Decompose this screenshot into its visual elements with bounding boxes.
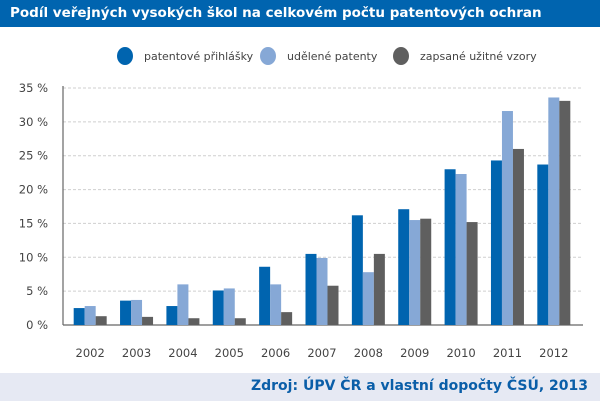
x-tick-label: 2006 — [261, 346, 290, 360]
bar-2010-2 — [466, 222, 478, 325]
bar-2007-2 — [327, 285, 339, 325]
bar-2004-1 — [177, 284, 189, 325]
x-tick-label: 2011 — [493, 346, 522, 360]
bar-2011-2 — [512, 148, 524, 325]
chart-title: Podíl veřejných vysokých škol na celkové… — [10, 5, 542, 21]
bar-2005-1 — [223, 288, 235, 325]
bar-2011-0 — [490, 160, 502, 325]
bar-2010-0 — [444, 169, 456, 325]
legend-marker — [393, 47, 409, 65]
x-tick-label: 2007 — [307, 346, 336, 360]
bar-2004-2 — [188, 318, 200, 325]
bar-2012-1 — [548, 97, 560, 325]
y-tick-label: 15 % — [19, 216, 48, 230]
bar-2006-2 — [281, 312, 293, 325]
x-tick-label: 2010 — [446, 346, 475, 360]
x-tick-label: 2009 — [400, 346, 429, 360]
x-tick-label: 2012 — [539, 346, 568, 360]
source-note: Zdroj: ÚPV ČR a vlastní dopočty ČSÚ, 201… — [250, 378, 588, 394]
legend-label: udělené patenty — [287, 50, 378, 63]
y-tick-label: 30 % — [19, 115, 48, 129]
y-tick-label: 35 % — [19, 81, 48, 95]
bar-2005-0 — [212, 290, 224, 325]
x-tick-label: 2005 — [215, 346, 244, 360]
legend-marker — [260, 47, 276, 65]
bar-2010-1 — [455, 173, 467, 325]
y-tick-label: 5 % — [26, 284, 48, 298]
y-tick-label: 20 % — [19, 183, 48, 197]
bar-2002-1 — [84, 306, 96, 325]
bar-2003-2 — [142, 316, 154, 325]
x-tick-label: 2008 — [354, 346, 383, 360]
bar-2006-0 — [259, 266, 271, 325]
bar-2003-0 — [120, 300, 132, 325]
bar-2009-1 — [409, 220, 421, 325]
bar-2012-2 — [559, 100, 571, 325]
y-tick-label: 0 % — [26, 318, 48, 332]
x-tick-label: 2003 — [122, 346, 151, 360]
x-tick-label: 2002 — [76, 346, 105, 360]
bar-2007-1 — [316, 257, 328, 325]
bar-2007-0 — [305, 253, 317, 325]
legend-label: patentové přihlášky — [144, 50, 254, 63]
y-tick-label: 10 % — [19, 250, 48, 264]
bar-2009-2 — [420, 218, 432, 325]
bar-2012-0 — [537, 164, 549, 325]
x-tick-label: 2004 — [168, 346, 197, 360]
bar-2002-0 — [73, 308, 85, 325]
title-bar: Podíl veřejných vysokých škol na celkové… — [0, 0, 600, 27]
bar-2008-0 — [351, 215, 363, 325]
bar-2008-1 — [362, 272, 374, 325]
bar-2006-1 — [270, 284, 282, 325]
y-tick-label: 25 % — [19, 149, 48, 163]
bar-2003-1 — [131, 299, 143, 325]
source-bar: Zdroj: ÚPV ČR a vlastní dopočty ČSÚ, 201… — [0, 373, 600, 401]
legend-marker — [117, 47, 133, 65]
bar-2005-2 — [234, 318, 246, 325]
bar-2002-2 — [95, 316, 107, 325]
bar-2008-2 — [373, 253, 385, 325]
bar-2004-0 — [166, 306, 178, 325]
bar-2011-1 — [501, 111, 513, 325]
bar-2009-0 — [398, 209, 410, 325]
legend-label: zapsané užitné vzory — [420, 50, 537, 63]
